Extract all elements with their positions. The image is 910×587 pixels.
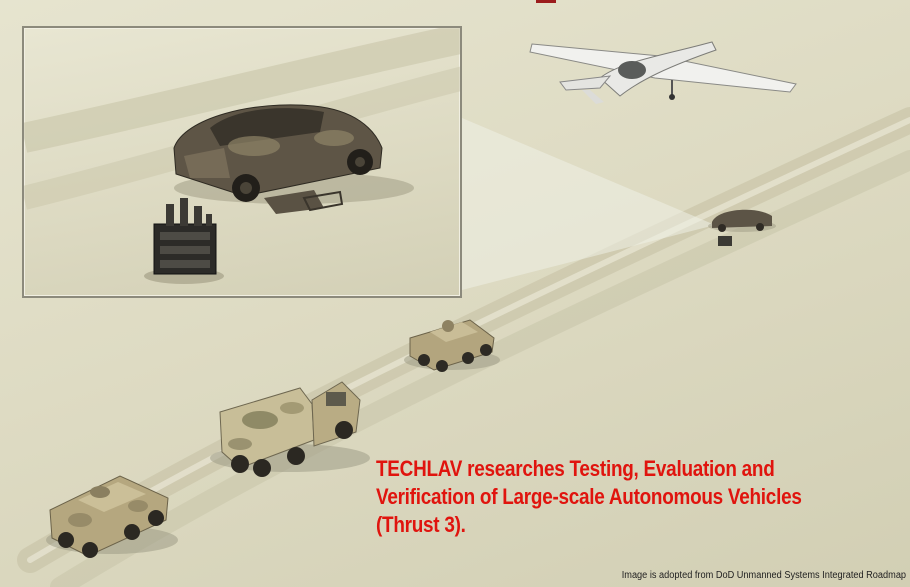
image-credit: Image is adopted from DoD Unmanned Syste… — [621, 570, 906, 581]
camo-truck — [210, 381, 370, 477]
distant-target-car — [708, 209, 776, 246]
caption-line-1: TECHLAV researches Testing, Evaluation a… — [376, 456, 775, 481]
inset-illustration — [24, 28, 460, 284]
armored-vehicle-front — [404, 319, 500, 372]
caption-line-2: Verification of Large-scale Autonomous V… — [376, 484, 802, 509]
top-edge-mark — [536, 0, 556, 3]
caption-line-3: (Thrust 3). — [376, 512, 466, 537]
armored-vehicle-rear — [46, 475, 178, 558]
caption-text: TECHLAV researches Testing, Evaluation a… — [376, 455, 832, 539]
uav-drone — [529, 41, 797, 104]
sensor-view-cone — [462, 118, 715, 290]
zoom-inset-panel — [22, 26, 462, 298]
ground-robot — [144, 198, 224, 284]
wrecked-car — [173, 104, 414, 214]
